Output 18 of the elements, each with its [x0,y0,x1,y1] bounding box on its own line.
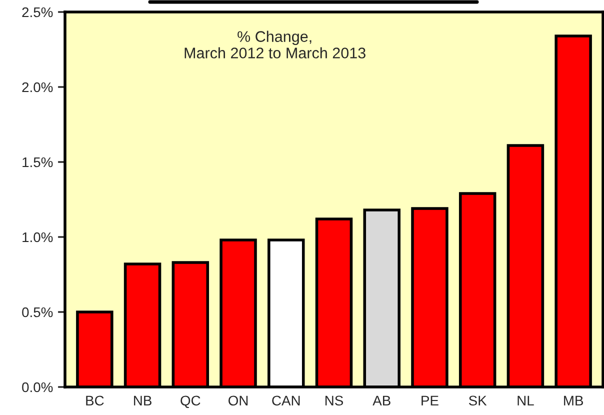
y-tick-label: 1.5% [22,157,53,168]
x-tick-label: BC [86,396,104,406]
x-tick-label: NL [518,396,534,406]
x-tick-label: QC [180,396,200,408]
y-tick-label: 0.0% [22,382,53,392]
x-tick-label: MB [564,396,584,406]
x-tick-label: PE [422,396,438,406]
x-tick-label: AB [372,396,390,406]
y-tick-label: 1.0% [22,232,53,242]
x-tick-label: ON [228,396,248,406]
x-tick-label: SK [468,396,487,406]
y-tick-label: 0.5% [22,307,53,318]
x-tick-label: NS [325,396,344,406]
x-tick-label: CAN [272,396,300,406]
y-tick-label: 2.0% [22,82,53,92]
annotation: % Change, March 2012 to March 2013 [184,30,366,58]
y-tick-label: 2.5% [22,7,53,18]
x-tick-label: NB [134,396,152,406]
